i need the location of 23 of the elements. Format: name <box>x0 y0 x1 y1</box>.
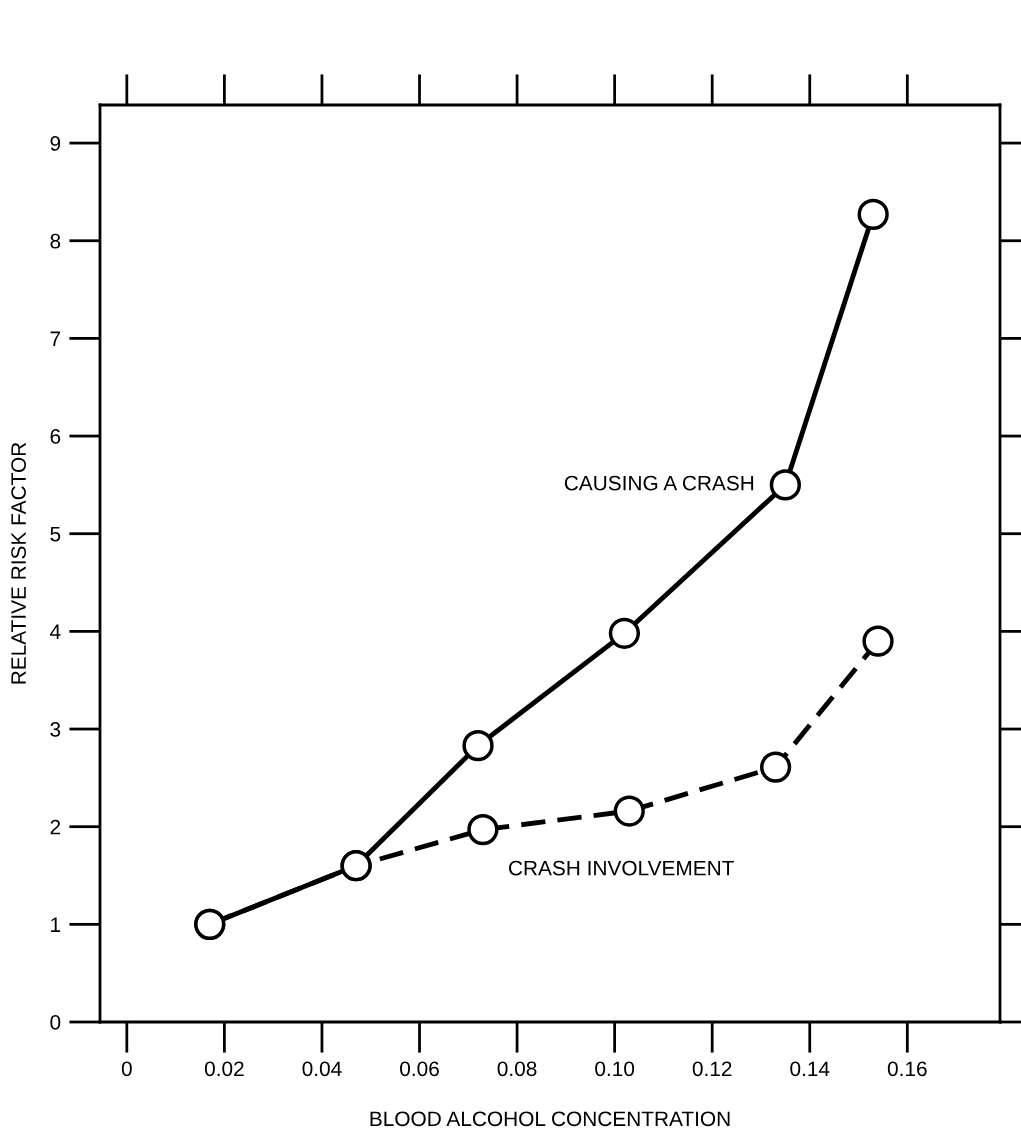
y-tick-label: 0 <box>50 1015 61 1030</box>
y-tick-label: 5 <box>50 526 61 542</box>
series-label: CRASH INVOLVEMENT <box>508 860 734 876</box>
x-tick-label: 0.12 <box>692 1061 732 1077</box>
series-label: CAUSING A CRASH <box>564 475 754 491</box>
y-tick-label: 2 <box>50 819 61 835</box>
x-tick-label: 0.06 <box>400 1061 439 1077</box>
y-tick-label: 6 <box>50 429 61 444</box>
x-tick-label: 0.08 <box>497 1061 537 1077</box>
y-tick-label: 4 <box>50 624 61 639</box>
x-axis-title: BLOOD ALCOHOL CONCENTRATION <box>370 1111 730 1127</box>
y-tick-label: 9 <box>50 136 61 151</box>
y-tick-label: 3 <box>50 722 61 737</box>
x-tick-label: 0 <box>121 1061 132 1077</box>
y-tick-label: 7 <box>50 331 61 346</box>
x-tick-label: 0.02 <box>204 1061 244 1077</box>
y-axis-title: RELATIVE RISK FACTOR <box>11 442 26 684</box>
y-tick-label: 8 <box>50 233 61 249</box>
x-tick-label: 0.16 <box>887 1061 927 1077</box>
x-tick-label: 0.14 <box>790 1061 830 1077</box>
y-tick-label: 1 <box>51 917 61 932</box>
x-tick-label: 0.10 <box>595 1061 635 1077</box>
x-tick-label: 0.04 <box>302 1061 342 1077</box>
